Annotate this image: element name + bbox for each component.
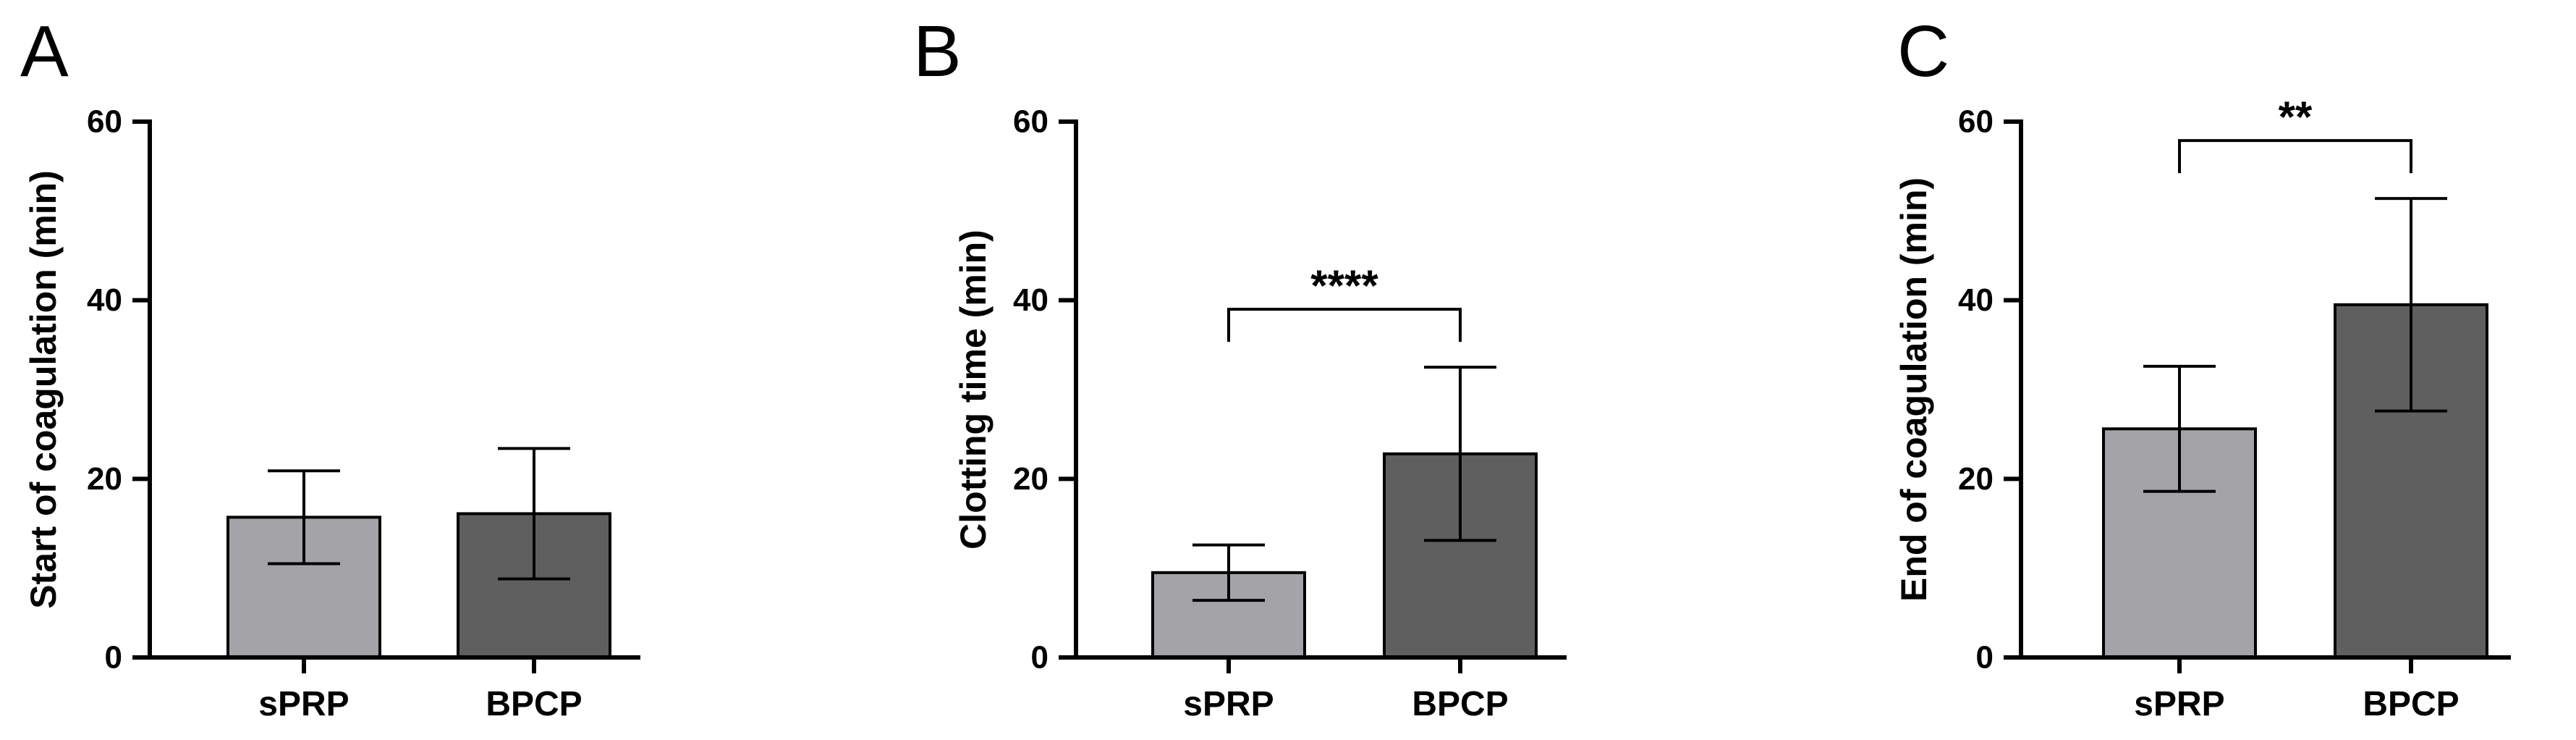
y-tick-label: 20 [1958,461,1994,497]
x-tick-label: sPRP [1183,685,1274,723]
y-tick-label: 60 [1958,104,1994,140]
chart-panel-b: B Clotting time (min) sPRP BPCP 0 20 40 60 **** [913,11,1567,723]
chart-panel-a: A Start of coagulation (min) sPRP BPCP 0 20 40… [20,11,640,723]
y-tick-label: 0 [1976,640,1994,676]
x-tick-label: BPCP [486,685,582,723]
y-tick-label: 20 [1013,461,1048,497]
significance-label: **** [1310,261,1378,310]
x-tick-label: BPCP [1412,685,1508,723]
y-tick-label: 20 [87,461,122,497]
significance-bracket [2178,139,2412,174]
panel-letter: B [913,11,962,92]
y-tick-label: 0 [105,640,122,676]
significance-label: ** [2279,93,2313,141]
panel-letter: A [20,11,69,92]
y-tick-label: 40 [87,282,122,318]
y-axis-label: End of coagulation (min) [1894,177,1934,602]
y-axis-label: Clotting time (min) [953,230,993,550]
bar [1151,571,1306,659]
x-tick-label: sPRP [2134,685,2224,723]
x-tick-label: BPCP [2363,685,2459,723]
y-tick-label: 40 [1958,282,1994,318]
y-tick-label: 0 [1031,640,1048,676]
panel-letter: C [1897,11,1949,92]
y-tick-label: 60 [1013,104,1048,140]
chart-panel-c: C End of coagulation (min) sPRP BPCP 0 20 40 60… [1894,11,2511,723]
x-tick-label: sPRP [258,685,349,723]
y-tick-label: 40 [1013,282,1048,318]
significance-bracket [1227,308,1462,342]
y-axis-label: Start of coagulation (min) [23,170,64,609]
y-tick-label: 60 [87,104,122,140]
